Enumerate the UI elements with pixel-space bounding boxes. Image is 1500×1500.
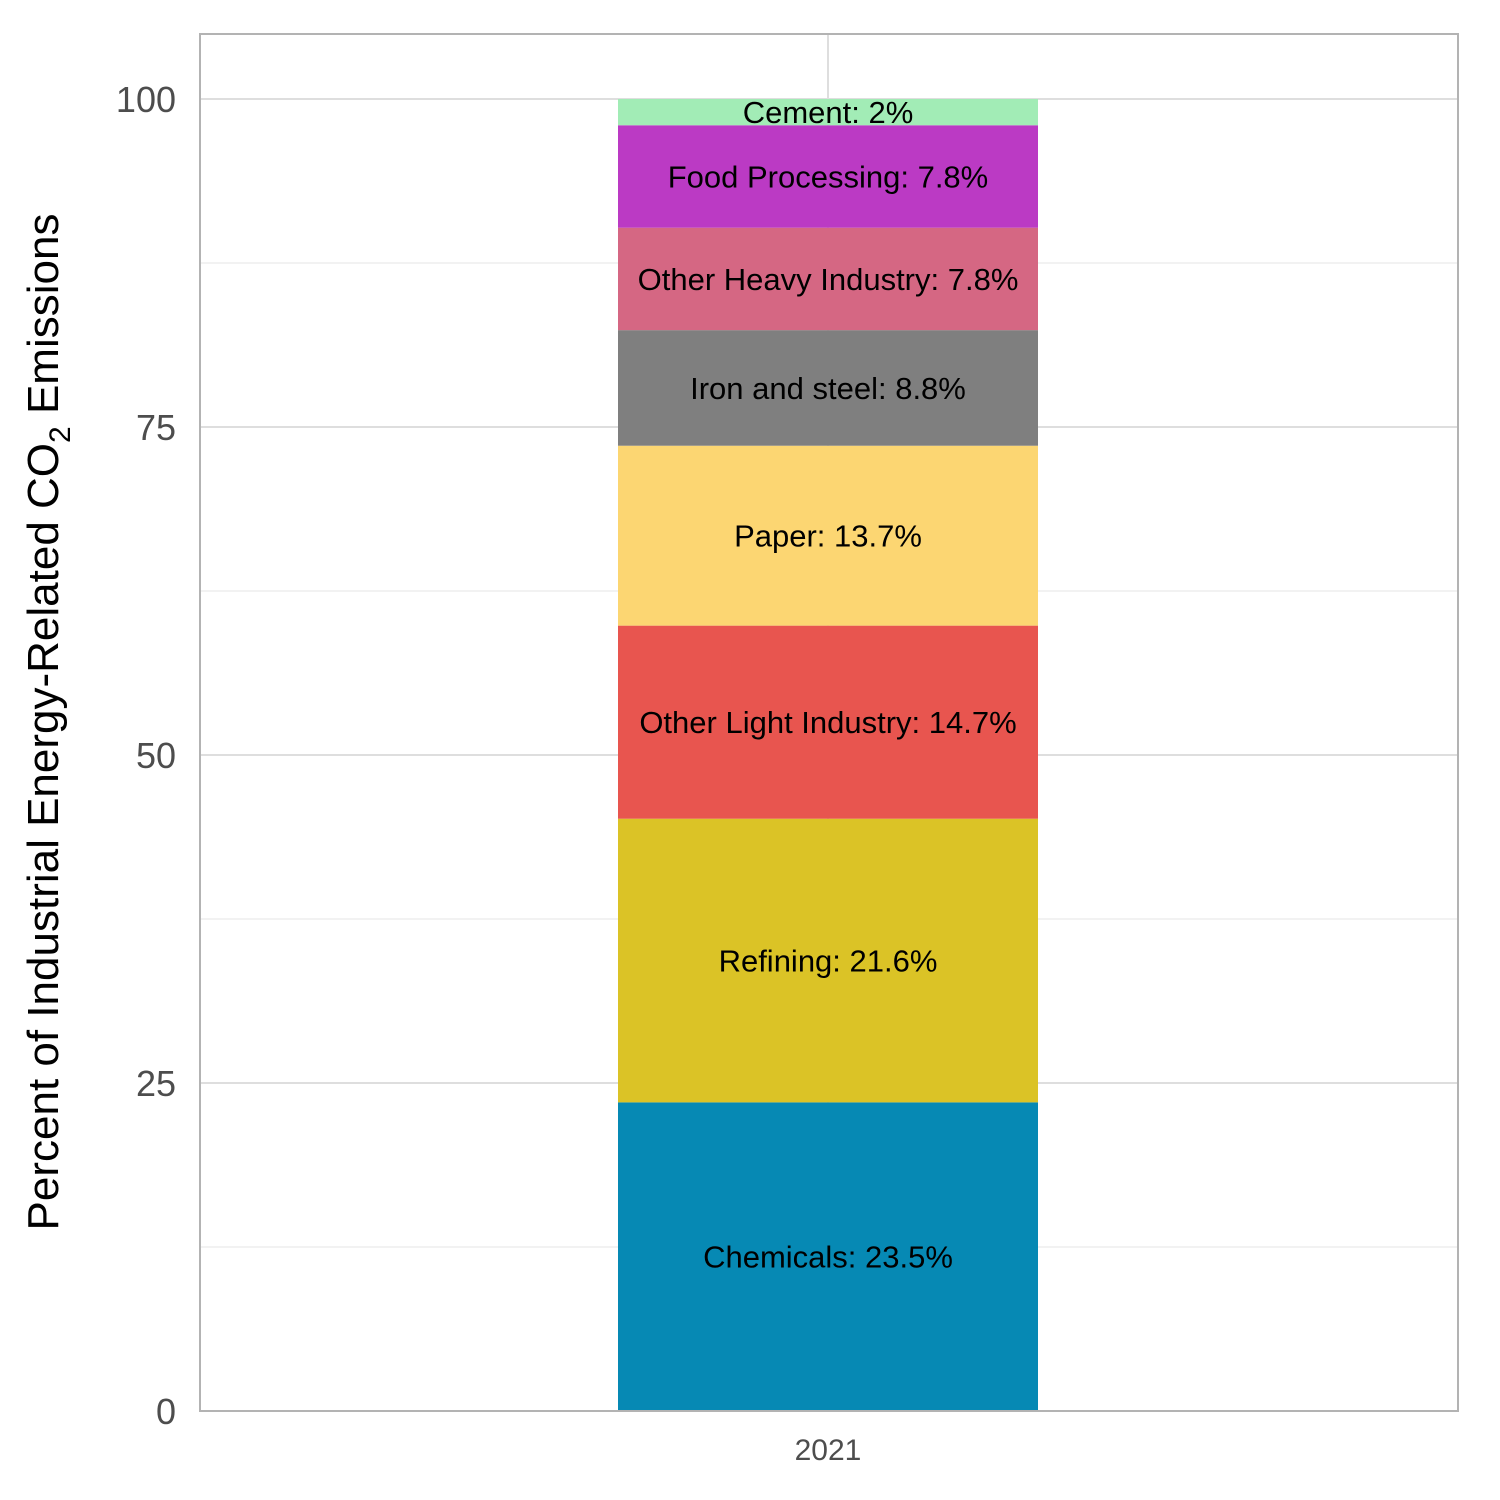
- bar-segment-cement: [618, 99, 1038, 126]
- bar-segment-paper: [618, 445, 1038, 626]
- y-tick-label: 25: [136, 1063, 176, 1104]
- bar-segment-other-light-industry: [618, 625, 1038, 819]
- y-axis-title-subscript: 2: [44, 426, 77, 443]
- y-tick-label: 0: [156, 1391, 176, 1432]
- y-axis-title-suffix: Emissions: [19, 214, 68, 427]
- x-axis-ticks: 2021: [795, 1434, 862, 1467]
- segment-label-iron-and-steel: Iron and steel: 8.8%: [690, 371, 966, 406]
- bar-segment-food-processing: [618, 125, 1038, 228]
- bar-segment-other-heavy-industry: [618, 227, 1038, 331]
- y-axis-title: Percent of Industrial Energy-Related CO2…: [19, 214, 77, 1231]
- segment-label-food-processing: Food Processing: 7.8%: [668, 159, 989, 194]
- segment-label-other-light-industry: Other Light Industry: 14.7%: [639, 705, 1016, 740]
- bar-segment-iron-and-steel: [618, 330, 1038, 446]
- bar-segment-refining: [618, 818, 1038, 1103]
- segment-label-paper: Paper: 13.7%: [734, 519, 922, 554]
- segment-label-cement: Cement: 2%: [743, 95, 914, 130]
- y-tick-label: 75: [136, 407, 176, 448]
- segment-label-other-heavy-industry: Other Heavy Industry: 7.8%: [638, 262, 1019, 297]
- bar-segments: [618, 99, 1038, 1411]
- y-tick-label: 100: [116, 79, 176, 120]
- segment-label-chemicals: Chemicals: 23.5%: [703, 1240, 953, 1275]
- plot-border: [199, 33, 1459, 1412]
- x-tick-label: 2021: [795, 1434, 862, 1467]
- y-tick-label: 50: [136, 735, 176, 776]
- segment-labels: Chemicals: 23.5% Refining: 21.6% Other Lig…: [638, 95, 1019, 1275]
- bar-segment-chemicals: [618, 1102, 1038, 1411]
- y-axis-ticks: 0 25 50 75 100: [116, 79, 176, 1432]
- segment-label-refining: Refining: 21.6%: [719, 944, 938, 979]
- y-axis-title-prefix: Percent of Industrial Energy-Related CO: [19, 443, 68, 1231]
